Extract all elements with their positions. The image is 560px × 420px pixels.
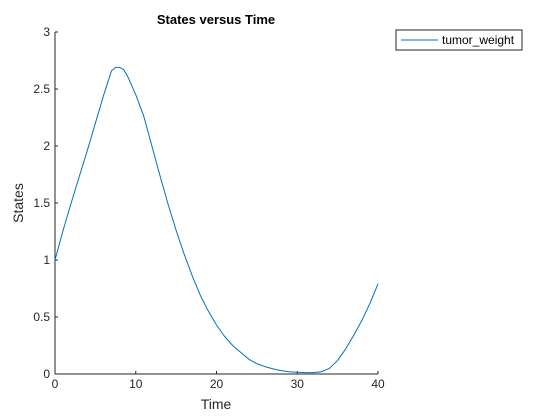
y-tick-label: 1.5 <box>33 196 50 210</box>
y-tick-label: 3 <box>43 25 50 39</box>
x-tick-label: 20 <box>210 377 224 391</box>
legend-label-tumor_weight: tumor_weight <box>442 33 515 47</box>
x-tick-label: 30 <box>291 377 305 391</box>
x-axis-label: Time <box>201 396 232 412</box>
y-axis-label: States <box>10 183 26 223</box>
legend[interactable]: tumor_weight <box>395 29 523 51</box>
x-tick-label: 10 <box>129 377 143 391</box>
plot-area <box>55 32 378 374</box>
chart-title: States versus Time <box>157 12 275 27</box>
y-tick-label: 1 <box>43 253 50 267</box>
x-tick-label: 0 <box>52 377 59 391</box>
x-tick-label: 40 <box>371 377 385 391</box>
y-tick-label: 0 <box>43 367 50 381</box>
series-line-tumor_weight <box>54 66 379 374</box>
y-tick-label: 2 <box>43 139 50 153</box>
legend-box <box>395 29 523 51</box>
axes: 0 10 20 30 40 0 0.5 1 1.5 2 2.5 3 <box>33 25 385 391</box>
y-tick-label: 0.5 <box>33 310 50 324</box>
axis-ticks: 0 10 20 30 40 0 0.5 1 1.5 2 2.5 3 <box>33 25 385 391</box>
plot-lines <box>54 66 379 374</box>
y-tick-label: 2.5 <box>33 82 50 96</box>
